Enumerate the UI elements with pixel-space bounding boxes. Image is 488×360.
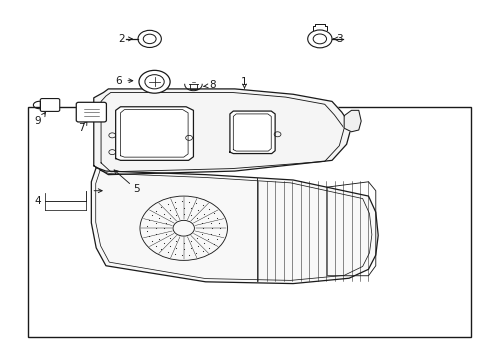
Text: 3: 3 [332, 34, 342, 44]
Polygon shape [91, 167, 377, 284]
Text: 8: 8 [203, 80, 216, 90]
Text: 5: 5 [133, 184, 140, 194]
Circle shape [138, 30, 161, 48]
Text: 6: 6 [116, 76, 133, 86]
FancyBboxPatch shape [76, 102, 106, 122]
FancyBboxPatch shape [40, 99, 60, 111]
Polygon shape [94, 89, 351, 175]
Text: 9: 9 [35, 116, 41, 126]
Circle shape [139, 70, 170, 93]
Polygon shape [344, 111, 361, 132]
Text: 1: 1 [241, 77, 247, 87]
Text: 4: 4 [35, 197, 41, 206]
Bar [28, 107, 469, 337]
Text: 2: 2 [119, 34, 132, 44]
Polygon shape [116, 107, 193, 160]
Text: 7: 7 [78, 123, 85, 133]
Polygon shape [229, 111, 275, 154]
Circle shape [307, 30, 331, 48]
